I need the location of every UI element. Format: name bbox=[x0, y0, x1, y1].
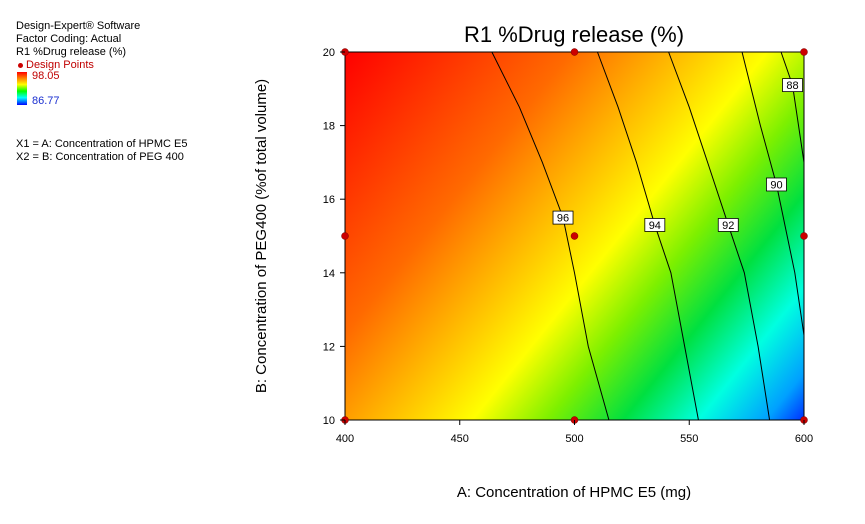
contour-label-90: 90 bbox=[770, 179, 782, 191]
scale-max-value: 98.05 bbox=[32, 70, 60, 82]
y-tick-label: 16 bbox=[323, 194, 335, 206]
y-tick-label: 18 bbox=[323, 121, 335, 133]
contour-label-box bbox=[552, 210, 574, 225]
contour-label-box bbox=[644, 218, 666, 232]
contour-label-88: 88 bbox=[786, 80, 798, 92]
design-point bbox=[570, 232, 579, 240]
y-tick-label: 12 bbox=[323, 341, 335, 353]
design-point bbox=[341, 232, 349, 240]
y-axis-label: B: Concentration of PEG400 (%of total vo… bbox=[253, 79, 270, 393]
design-point bbox=[800, 232, 808, 240]
y-tick-label: 14 bbox=[323, 268, 335, 280]
x-tick-label: 550 bbox=[680, 433, 698, 445]
y-tick-label: 20 bbox=[323, 47, 335, 59]
contour-label-box bbox=[782, 78, 803, 93]
design-point bbox=[570, 48, 579, 56]
response-name: R1 %Drug release (%) bbox=[16, 46, 127, 58]
factor-coding: Factor Coding: Actual bbox=[16, 33, 122, 45]
design-points-label: Design Points bbox=[26, 59, 94, 71]
x1-definition: X1 = A: Concentration of HPMC E5 bbox=[16, 138, 188, 150]
design-point bbox=[800, 48, 808, 56]
contour-label-box bbox=[717, 218, 739, 232]
design-points-legend: Design Points bbox=[18, 59, 94, 72]
x2-definition: X2 = B: Concentration of PEG 400 bbox=[16, 151, 184, 163]
chart-title: R1 %Drug release (%) bbox=[464, 22, 684, 47]
x-tick-label: 500 bbox=[565, 433, 583, 445]
x-axis-label: A: Concentration of HPMC E5 (mg) bbox=[457, 484, 691, 501]
scale-min-value: 86.77 bbox=[32, 95, 60, 107]
y-tick-label: 10 bbox=[323, 415, 335, 427]
x-tick-label: 600 bbox=[795, 433, 813, 445]
design-point-icon bbox=[18, 62, 23, 68]
x-tick-label: 450 bbox=[451, 433, 469, 445]
contour-label-94: 94 bbox=[649, 220, 661, 232]
contour-label-box bbox=[766, 177, 787, 192]
contour-label-96: 96 bbox=[557, 213, 569, 225]
x-tick-label: 400 bbox=[336, 433, 354, 445]
software-name: Design-Expert® Software bbox=[16, 20, 141, 32]
contour-label-92: 92 bbox=[722, 220, 734, 232]
color-scale-bar bbox=[17, 72, 27, 105]
